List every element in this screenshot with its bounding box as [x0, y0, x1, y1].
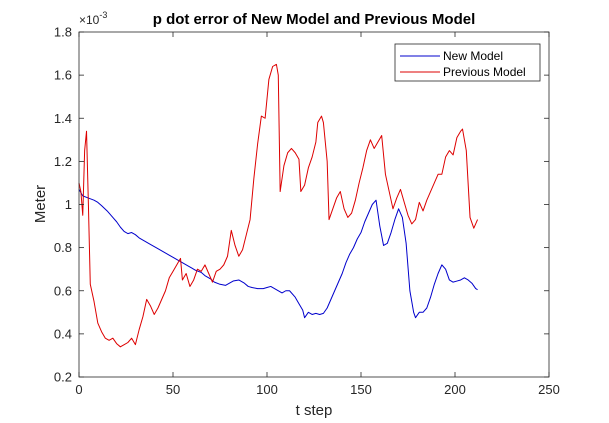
y-tick-label: 1.4 — [54, 111, 72, 126]
legend-label-previous-model: Previous Model — [443, 65, 526, 79]
y-tick-label: 1 — [65, 197, 72, 212]
y-tick-label: 0.8 — [54, 240, 72, 255]
chart-title: p dot error of New Model and Previous Mo… — [153, 11, 476, 28]
y-tick-label: 1.2 — [54, 154, 72, 169]
y-exponent-base: ×10 — [79, 13, 100, 27]
x-tick-label: 250 — [538, 382, 560, 397]
x-tick-label: 150 — [350, 382, 372, 397]
x-tick-label: 200 — [444, 382, 466, 397]
y-tick-label: 0.2 — [54, 370, 72, 385]
y-exponent-power: -3 — [99, 10, 107, 20]
legend-label-new-model: New Model — [443, 49, 503, 63]
x-tick-label: 0 — [75, 382, 82, 397]
series-line-previous-model — [78, 63, 479, 348]
series-line-new-model — [78, 189, 478, 319]
ticks-layer: 0 50 100 150 200 250 0.2 0.4 0.6 0.8 1 1.2 1.4 1.6 1.8 — [54, 25, 560, 398]
x-axis-label: t step — [296, 402, 333, 419]
x-tick-label: 50 — [166, 382, 180, 397]
legend-box — [394, 43, 541, 82]
y-axis-exponent: ×10-3 — [79, 10, 107, 27]
y-tick-label: 1.8 — [54, 25, 72, 40]
series-layer — [78, 63, 479, 348]
x-tick-label: 100 — [256, 382, 278, 397]
y-tick-label: 0.4 — [54, 326, 72, 341]
legend: New Model Previous Model — [394, 43, 541, 82]
y-tick-label: 1.6 — [54, 68, 72, 83]
y-tick-label: 0.6 — [54, 283, 72, 298]
plot-area — [79, 32, 549, 377]
y-axis-label: Meter — [32, 185, 49, 223]
